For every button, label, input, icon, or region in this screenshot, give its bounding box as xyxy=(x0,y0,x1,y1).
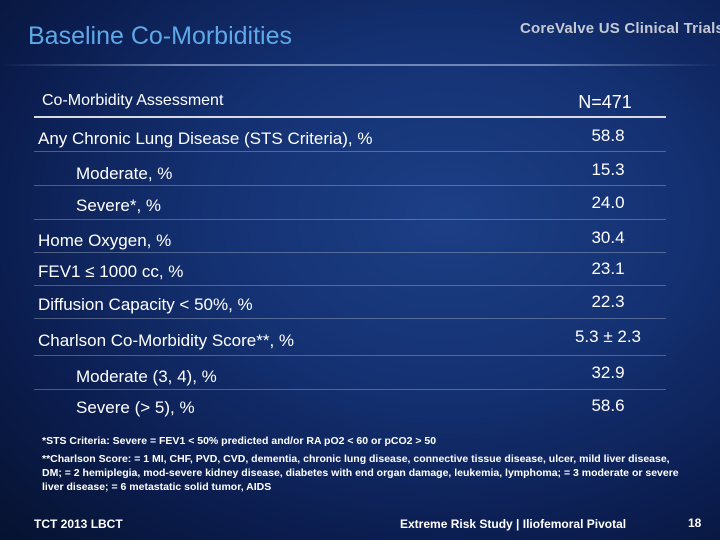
brand-logo-text: CoreValve US Clinical Trials xyxy=(520,20,720,37)
table-row-value: 58.8 xyxy=(591,126,625,145)
footer-conference: TCT 2013 LBCT xyxy=(34,517,123,531)
row-separator xyxy=(34,151,666,152)
table-row-value: 22.3 xyxy=(591,292,625,311)
row-separator xyxy=(34,389,666,390)
table-row-value: 23.1 xyxy=(591,259,625,278)
row-separator xyxy=(34,252,666,253)
table-row-value: 58.6 xyxy=(591,396,625,415)
row-separator xyxy=(34,318,666,319)
table-header-label: Co-Morbidity Assessment xyxy=(42,92,224,109)
slide-title: Baseline Co-Morbidities xyxy=(28,22,293,50)
table-row-label: Moderate (3, 4), % xyxy=(76,367,217,386)
table-row-label: Severe (> 5), % xyxy=(76,398,195,417)
row-separator xyxy=(34,285,666,286)
sts-criteria-footnote: *STS Criteria: Severe = FEV1 < 50% predi… xyxy=(42,435,437,447)
table-header-value: N=471 xyxy=(578,92,632,112)
table-row-label: Any Chronic Lung Disease (STS Criteria),… xyxy=(38,129,373,148)
table-row-label: Home Oxygen, % xyxy=(38,231,172,250)
table-row-value: 32.9 xyxy=(591,363,625,382)
row-separator xyxy=(34,185,666,186)
table-row-label: Moderate, % xyxy=(76,164,173,183)
table-row-label: Severe*, % xyxy=(76,196,162,215)
row-separator xyxy=(34,355,666,356)
table-row-label: FEV1 ≤ 1000 cc, % xyxy=(38,262,184,281)
footer-study: Extreme Risk Study | Iliofemoral Pivotal xyxy=(400,517,627,531)
table-row-label: Diffusion Capacity < 50%, % xyxy=(38,295,253,314)
table-row-value: 5.3 ± 2.3 xyxy=(574,327,642,346)
table-row-label: Charlson Co-Morbidity Score**, % xyxy=(38,331,295,350)
table-row-value: 24.0 xyxy=(591,193,625,212)
table-header-rule xyxy=(34,116,666,118)
row-separator xyxy=(34,219,666,220)
header-divider xyxy=(0,64,720,66)
table-row-value: 15.3 xyxy=(591,160,625,179)
page-number: 18 xyxy=(688,516,702,530)
table-row-value: 30.4 xyxy=(591,228,625,247)
charlson-score-footnote: **Charlson Score: = 1 MI, CHF, PVD, CVD,… xyxy=(42,453,679,493)
